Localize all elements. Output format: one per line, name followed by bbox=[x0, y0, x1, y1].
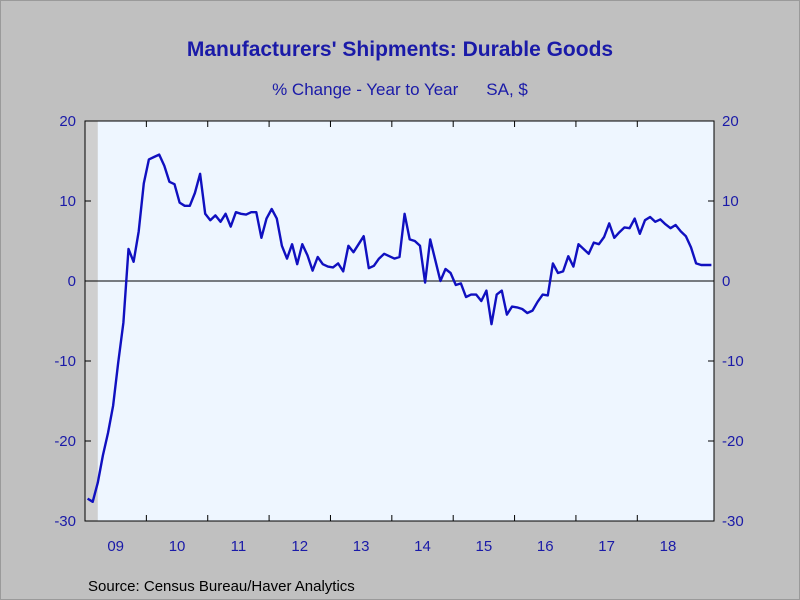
x-tick-label: 09 bbox=[107, 538, 124, 555]
x-tick-label: 13 bbox=[353, 538, 370, 555]
source-note: Source: Census Bureau/Haver Analytics bbox=[88, 578, 355, 595]
x-tick-label: 17 bbox=[598, 538, 615, 555]
y-tick-label-right: 0 bbox=[722, 273, 730, 290]
y-tick-label-right: -10 bbox=[722, 353, 744, 370]
y-tick-label-left: -10 bbox=[54, 353, 76, 370]
x-tick-label: 12 bbox=[291, 538, 308, 555]
y-tick-label-right: -20 bbox=[722, 433, 744, 450]
x-tick-label: 18 bbox=[660, 538, 677, 555]
y-tick-label-left: -30 bbox=[54, 513, 76, 530]
series-line bbox=[86, 153, 712, 503]
plot-area bbox=[85, 121, 714, 521]
x-tick-label: 10 bbox=[169, 538, 186, 555]
x-tick-label: 16 bbox=[537, 538, 554, 555]
subtitle-right: SA, $ bbox=[486, 80, 528, 99]
x-tick-label: 15 bbox=[476, 538, 493, 555]
recession-shading bbox=[85, 121, 98, 521]
subtitle-left: % Change - Year to Year bbox=[272, 80, 459, 99]
y-tick-label-right: -30 bbox=[722, 513, 744, 530]
x-tick-label: 14 bbox=[414, 538, 431, 555]
y-tick-label-left: 20 bbox=[59, 113, 76, 130]
chart-title: Manufacturers' Shipments: Durable Goods bbox=[186, 38, 614, 61]
plot-border bbox=[84, 120, 715, 522]
x-tick-label: 11 bbox=[231, 538, 247, 555]
chart-subtitle: % Change - Year to Year SA, $ bbox=[0, 80, 800, 100]
y-tick-label-right: 10 bbox=[722, 193, 739, 210]
y-tick-label-left: -20 bbox=[54, 433, 76, 450]
y-tick-label-left: 10 bbox=[59, 193, 76, 210]
y-tick-label-left: 0 bbox=[68, 273, 76, 290]
y-tick-label-right: 20 bbox=[722, 113, 739, 130]
